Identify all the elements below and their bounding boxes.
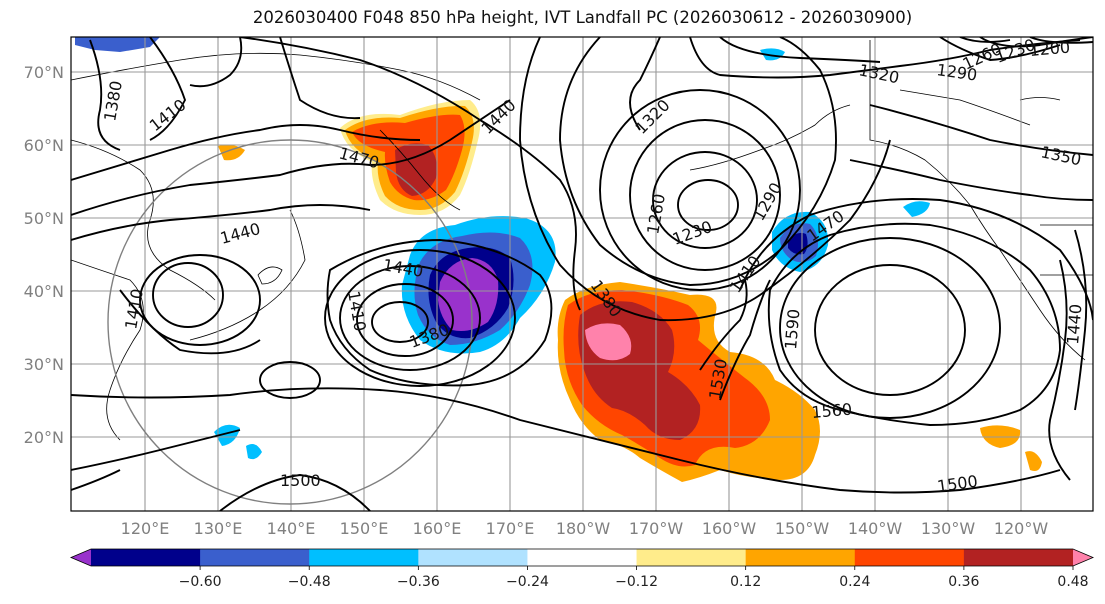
- map-frame: [70, 36, 1094, 512]
- contour-label: 1500: [280, 471, 321, 490]
- lon-tick-label: 140°W: [848, 519, 903, 538]
- shading-blue-north: [75, 37, 930, 217]
- colorbar-outline: [69, 548, 1095, 567]
- colorbar-tick-label: −0.24: [506, 574, 549, 590]
- colorbar-segment: [745, 549, 856, 566]
- colorbar-tick-label: −0.36: [397, 574, 440, 590]
- gridlines: [71, 37, 1093, 511]
- colorbar-tick-label: 0.36: [948, 574, 979, 590]
- colorbar-tick-label: −0.60: [179, 574, 222, 590]
- contour-label: 1560: [811, 400, 853, 422]
- lat-tick-label: 60°N: [24, 136, 64, 155]
- colorbar-tick-label: 0.12: [730, 574, 761, 590]
- contour-label: 1590: [781, 308, 803, 350]
- colorbar-segment: [854, 549, 965, 566]
- contour-label: 1200: [1029, 38, 1071, 60]
- colorbar-segment: [309, 549, 419, 566]
- colorbar-segment: [527, 549, 638, 566]
- lon-ticks: 120°E 130°E 140°E 150°E 160°E 170°E 180°…: [121, 519, 1049, 538]
- colorbar-ticks: −0.60 −0.48 −0.36 −0.24 −0.12 0.12 0.24 0.36 0.4…: [179, 566, 1089, 590]
- lon-tick-label: 160°W: [702, 519, 757, 538]
- lat-tick-label: 20°N: [24, 428, 64, 447]
- lat-tick-label: 30°N: [24, 355, 64, 374]
- map-title: 2026030400 F048 850 hPa height, IVT Land…: [252, 8, 913, 27]
- colorbar-tick-label: 0.24: [839, 574, 870, 590]
- colorbar-segment: [1073, 549, 1093, 566]
- lon-tick-label: 180°W: [556, 519, 611, 538]
- colorbar-segment: [636, 549, 747, 566]
- shading-positive-central: [557, 282, 1042, 482]
- shading-small-blue: [214, 424, 262, 460]
- colorbar-segment: [91, 549, 201, 566]
- lon-tick-label: 170°E: [486, 519, 535, 538]
- lon-tick-label: 150°E: [340, 519, 389, 538]
- range-circle: [107, 139, 473, 505]
- lat-tick-label: 40°N: [24, 282, 64, 301]
- colorbar-segment: [418, 549, 529, 566]
- contour-label: 1440: [1063, 303, 1085, 345]
- colorbar-segment: [200, 549, 310, 566]
- colorbar-segment: [963, 549, 1074, 566]
- lon-tick-label: 150°W: [775, 519, 830, 538]
- lon-tick-label: 160°E: [413, 519, 462, 538]
- colorbar-segments: [69, 548, 1095, 567]
- lon-tick-label: 130°E: [194, 519, 243, 538]
- lat-tick-label: 50°N: [24, 209, 64, 228]
- colorbar-tick-label: −0.12: [615, 574, 658, 590]
- lon-tick-label: 170°W: [629, 519, 684, 538]
- colorbar: −0.60 −0.48 −0.36 −0.24 −0.12 0.12 0.24 0.36 0.4…: [69, 548, 1095, 590]
- lon-tick-label: 130°W: [921, 519, 976, 538]
- height-contours: [71, 37, 1093, 511]
- lon-tick-label: 140°E: [267, 519, 316, 538]
- lat-tick-label: 70°N: [24, 63, 64, 82]
- lon-tick-label: 120°W: [994, 519, 1049, 538]
- colorbar-segment: [71, 549, 91, 566]
- colorbar-tick-label: −0.48: [288, 574, 331, 590]
- colorbar-tick-label: 0.48: [1057, 574, 1088, 590]
- lon-tick-label: 120°E: [121, 519, 170, 538]
- lat-ticks: 70°N 60°N 50°N 40°N 30°N 20°N: [24, 63, 64, 447]
- map-plot-area: 1380 1410 1440 1470 1440 1320 1260 1230 …: [71, 37, 1093, 511]
